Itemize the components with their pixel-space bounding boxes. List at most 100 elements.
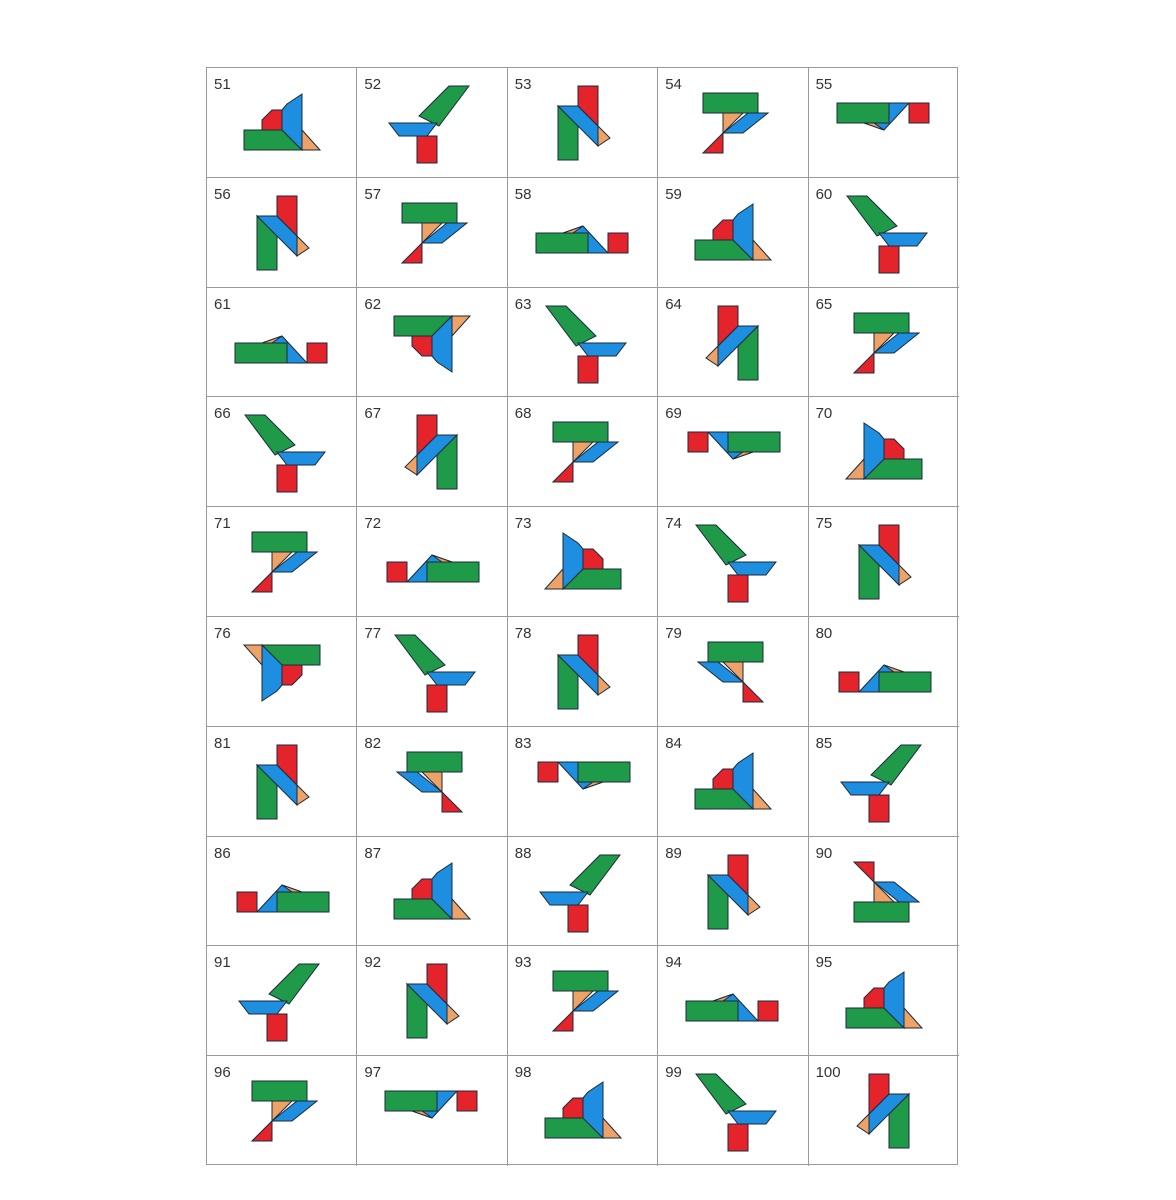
green-piece — [685, 1000, 739, 1022]
green-piece — [535, 232, 589, 254]
tangram-figure — [844, 422, 923, 481]
puzzle-cell: 77 — [357, 617, 508, 727]
orange-piece — [705, 344, 719, 367]
puzzle-cell: 80 — [808, 617, 959, 727]
blue-piece — [431, 861, 453, 920]
tangram-figure — [404, 414, 459, 490]
red-piece — [687, 431, 709, 453]
puzzle-cell: 73 — [507, 507, 659, 617]
puzzle-cell: 93 — [507, 946, 659, 1057]
blue-piece — [872, 332, 921, 354]
puzzle-number: 85 — [815, 734, 833, 752]
red-piece — [266, 1013, 288, 1042]
blue-piece — [237, 1000, 289, 1015]
puzzle-number: 70 — [815, 405, 833, 423]
red-piece — [742, 680, 765, 703]
green-piece — [869, 744, 922, 786]
puzzle-number: 89 — [665, 844, 682, 862]
puzzle-cell: 86 — [207, 836, 358, 947]
green-piece — [268, 963, 320, 1006]
puzzle-number: 72 — [364, 515, 382, 533]
puzzle-cell: 57 — [357, 177, 508, 288]
orange-piece — [543, 567, 564, 590]
puzzle-cell: 67 — [357, 397, 508, 508]
red-piece — [456, 1090, 478, 1112]
puzzle-cell: 84 — [658, 726, 809, 837]
tangram-figure — [551, 421, 620, 483]
tangram-figure — [838, 664, 932, 693]
puzzle-cell: 81 — [207, 726, 358, 837]
puzzle-cell: 89 — [658, 836, 809, 947]
tangram-figure — [236, 884, 330, 913]
red-piece — [281, 664, 303, 686]
orange-piece — [271, 551, 294, 574]
tangram-figure — [852, 861, 921, 923]
puzzle-number: 92 — [364, 954, 382, 972]
red-piece — [607, 232, 629, 254]
orange-piece — [752, 238, 773, 261]
red-piece — [582, 548, 604, 570]
puzzle-number: 56 — [214, 185, 231, 203]
puzzle-number: 68 — [514, 405, 532, 423]
red-piece — [276, 464, 298, 493]
blue-piece — [571, 990, 620, 1012]
green-piece — [244, 414, 296, 457]
orange-piece — [597, 673, 611, 696]
puzzle-cell: 71 — [207, 507, 358, 617]
red-piece — [852, 351, 875, 374]
red-piece — [701, 131, 724, 154]
tangram-figure — [393, 861, 472, 920]
tangram-figure — [845, 971, 923, 1030]
puzzle-cell: 62 — [357, 287, 508, 398]
puzzle-cell: 65 — [808, 288, 959, 398]
tangram-figure — [538, 854, 621, 933]
puzzle-number: 53 — [514, 76, 532, 93]
tangram-figure — [687, 431, 781, 460]
puzzle-number: 51 — [214, 76, 231, 93]
blue-piece — [872, 881, 921, 903]
puzzle-cell: 98 — [508, 1056, 659, 1166]
red-piece — [852, 861, 875, 883]
green-piece — [276, 891, 330, 913]
green-piece — [695, 524, 748, 566]
orange-piece — [404, 454, 418, 477]
blue-piece — [426, 671, 477, 686]
green-piece — [695, 1073, 748, 1115]
puzzle-cell: 91 — [207, 946, 358, 1057]
puzzle-cell: 95 — [808, 946, 959, 1057]
red-piece — [562, 1097, 584, 1119]
puzzle-number: 99 — [665, 1064, 682, 1082]
puzzle-number: 73 — [514, 515, 532, 533]
green-piece — [552, 970, 609, 992]
blue-piece — [562, 532, 584, 591]
tangram-figure — [255, 744, 310, 820]
puzzle-cell: 74 — [658, 507, 809, 617]
orange-piece — [898, 563, 912, 587]
tangram-figure — [845, 195, 928, 274]
tangram-figure — [535, 225, 629, 254]
puzzle-number: 64 — [665, 295, 682, 313]
red-piece — [386, 561, 408, 583]
puzzle-number: 57 — [364, 185, 382, 203]
tangram-figure — [395, 751, 464, 813]
red-piece — [236, 891, 258, 913]
puzzle-cell: 58 — [507, 177, 659, 288]
puzzle-cell: 55 — [808, 68, 959, 178]
orange-piece — [451, 897, 472, 920]
puzzle-cell: 92 — [357, 946, 508, 1057]
orange-piece — [572, 441, 595, 464]
puzzle-cell: 87 — [357, 836, 508, 947]
tangram-figure — [696, 641, 765, 703]
blue-piece — [420, 222, 469, 244]
blue-piece — [388, 122, 439, 137]
tangram-figure — [255, 195, 310, 271]
puzzle-cell: 85 — [808, 727, 959, 837]
red-piece — [551, 461, 574, 483]
tangram-figure — [556, 634, 611, 710]
green-piece — [544, 305, 597, 347]
orange-piece — [301, 128, 322, 151]
puzzle-number: 95 — [815, 954, 833, 972]
puzzle-cell: 56 — [207, 177, 358, 288]
tangram-figure — [401, 202, 469, 264]
tangram-figure — [694, 202, 773, 262]
